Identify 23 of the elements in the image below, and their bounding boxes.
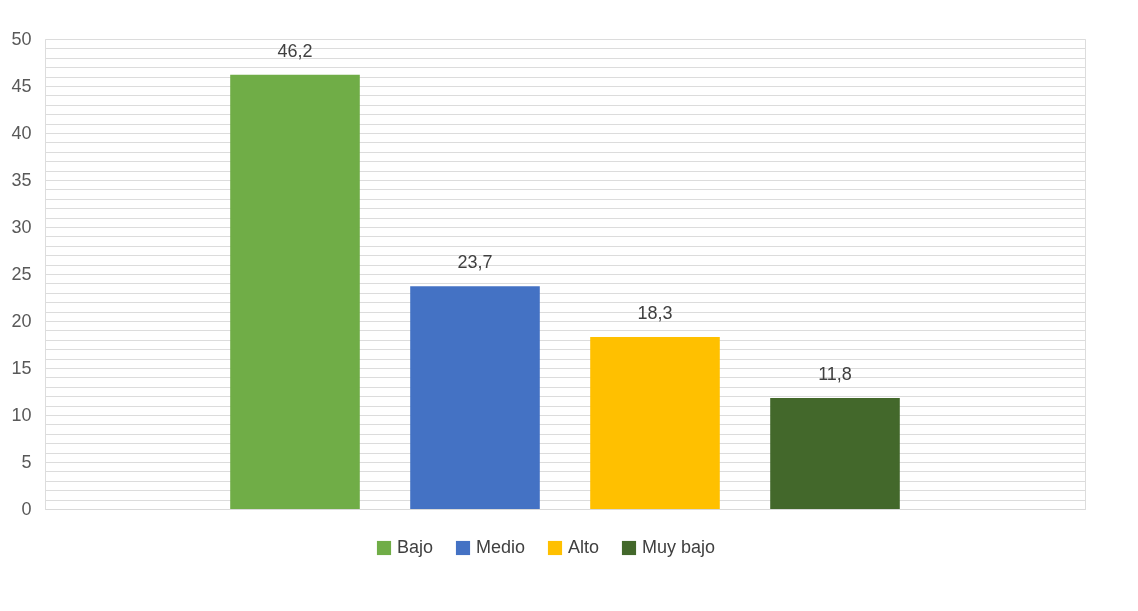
data-label: 11,8 <box>818 364 852 385</box>
bar <box>230 74 360 509</box>
y-tick-label: 0 <box>21 498 32 519</box>
y-tick-label: 45 <box>11 75 32 96</box>
legend-label: Muy bajo <box>642 537 716 557</box>
y-tick-label: 5 <box>21 451 32 472</box>
y-tick-label: 50 <box>11 28 32 49</box>
data-label: 23,7 <box>457 252 493 273</box>
data-label: 18,3 <box>637 302 673 323</box>
y-tick-label: 30 <box>11 216 32 237</box>
bar <box>410 286 540 509</box>
legend-label: Bajo <box>397 537 434 557</box>
data-label: 46,2 <box>277 40 313 61</box>
y-tick-label: 25 <box>11 263 32 284</box>
legend-label: Alto <box>568 537 600 557</box>
y-tick-label: 20 <box>11 310 32 331</box>
y-tick-label: 35 <box>11 169 32 190</box>
bar <box>770 398 900 509</box>
y-tick-label: 40 <box>11 122 32 143</box>
y-tick-label: 15 <box>11 357 32 378</box>
legend-label: Medio <box>476 537 526 557</box>
y-tick-label: 10 <box>11 404 32 425</box>
bar <box>590 336 720 509</box>
